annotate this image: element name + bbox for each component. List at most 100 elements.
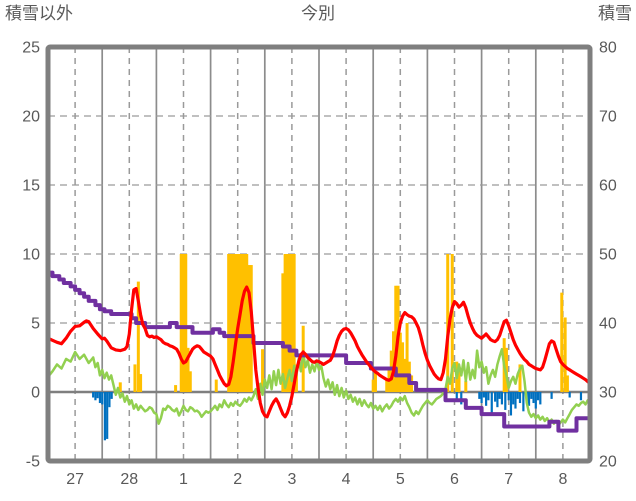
left-axis-tick: 15 [22, 178, 40, 195]
blue-bars-bar [96, 392, 99, 399]
right-axis-tick: 40 [599, 316, 617, 333]
green-line [46, 347, 592, 427]
purple-line-path [46, 270, 592, 433]
left-axis-title: 積雪以外 [5, 4, 73, 23]
right-axis-tick: 60 [599, 178, 617, 195]
blue-bars-bar [518, 392, 522, 404]
right-axis-title: 積雪 [598, 4, 632, 23]
orange-bars-bar [214, 379, 218, 392]
left-axis-tick: 5 [31, 316, 40, 333]
blue-bars-bar [494, 392, 497, 402]
blue-bars-bar [509, 392, 513, 416]
blue-bars-bar [500, 392, 504, 405]
orange-bars-bar [373, 371, 377, 392]
blue-bars-bar [460, 392, 463, 405]
left-axis-tick: -5 [26, 454, 40, 471]
blue-bars-bar [98, 392, 102, 404]
blue-bars-bar [522, 392, 525, 412]
right-axis-tick: 70 [599, 109, 617, 126]
x-axis-day-label: 7 [504, 471, 513, 488]
orange-bars-bar [560, 292, 564, 392]
purple-line [46, 270, 592, 433]
plot-frame [45, 44, 593, 464]
right-axis-tick: 50 [599, 247, 617, 264]
blue-bars-bar [536, 392, 540, 401]
orange-bars-bar [186, 347, 190, 392]
orange-bars-bar [288, 254, 292, 392]
orange-bars-bar [563, 317, 567, 392]
orange-bars-bar [504, 347, 508, 392]
orange-bars-bar [227, 254, 231, 392]
orange-bars-bar [174, 385, 178, 392]
blue-bars-bar [530, 392, 533, 399]
orange-bars-bar [565, 375, 569, 392]
orange-bars-bar [385, 379, 389, 392]
orange-bars-bar [394, 285, 398, 392]
orange-bars-bar [398, 332, 402, 392]
orange-bars-bar [389, 350, 393, 392]
orange-bars-bar [401, 342, 405, 392]
blue-bars-bar [532, 392, 535, 404]
orange-bars-bar [118, 382, 122, 392]
orange-bars-bar [188, 371, 192, 392]
x-axis-day-label: 1 [179, 471, 188, 488]
x-axis-day-label: 6 [450, 471, 459, 488]
blue-bars-bar [539, 392, 542, 405]
orange-bars-bar [245, 254, 249, 392]
x-axis-day-label: 28 [120, 471, 138, 488]
blue-bars-bar [94, 392, 97, 401]
orange-bars-bar [240, 254, 244, 392]
blue-bars-bar [507, 392, 510, 401]
blue-bars-bar [498, 392, 501, 399]
blue-bars-bar [550, 392, 553, 399]
x-axis-day-label: 8 [558, 471, 567, 488]
orange-bars-bar [450, 254, 454, 392]
orange-bars-bar [285, 254, 289, 392]
left-axis-tick: 10 [22, 247, 40, 264]
blue-bars-bar [496, 392, 499, 408]
orange-bars-bar [182, 254, 185, 392]
orange-bars-bar [247, 265, 251, 392]
x-axis-day-label: 4 [342, 471, 351, 488]
orange-bars-bar [261, 349, 265, 392]
blue-bars-bar [106, 392, 109, 439]
orange-bars-bar [446, 254, 450, 392]
orange-bars-bar [292, 254, 296, 392]
orange-bars-bar [405, 323, 409, 392]
orange-bars-bar [518, 364, 522, 392]
blue-bars-bar [527, 392, 531, 406]
orange-bars-bar [281, 273, 285, 392]
right-axis-tick: 30 [599, 385, 617, 402]
orange-bars-bar [231, 254, 235, 392]
blue-bars-bar [487, 392, 490, 401]
blue-bars-bar [108, 392, 111, 408]
orange-bars-bar [179, 254, 183, 392]
red-line [46, 285, 592, 419]
x-axis-day-label: 3 [287, 471, 296, 488]
blue-bars-bar [568, 392, 571, 398]
blue-bars-bar [92, 392, 95, 398]
blue-bars-bar [514, 392, 517, 409]
orange-bars-bar [139, 374, 143, 392]
orange-bars-bar [229, 254, 233, 392]
orange-bars-bar [464, 380, 468, 392]
red-line-path [46, 285, 592, 419]
x-axis-day-label: 2 [233, 471, 242, 488]
blue-bars-bar [482, 392, 485, 398]
blue-bars-bar [455, 392, 458, 401]
blue-bars-bar [512, 392, 515, 405]
orange-bars-bar [242, 254, 246, 392]
blue-bars-bar [490, 392, 493, 413]
blue-bars-bar [485, 392, 488, 406]
orange-bars-bar [233, 254, 237, 392]
orange-bars-bar [457, 367, 461, 392]
left-axis-tick: 20 [22, 109, 40, 126]
blue-bars-bar [480, 392, 483, 404]
blue-bars-bar [579, 392, 583, 401]
orange-bars [118, 254, 569, 392]
orange-bars-bar [371, 379, 375, 392]
blue-bars-bar [110, 392, 113, 399]
orange-bars-bar [290, 254, 294, 392]
